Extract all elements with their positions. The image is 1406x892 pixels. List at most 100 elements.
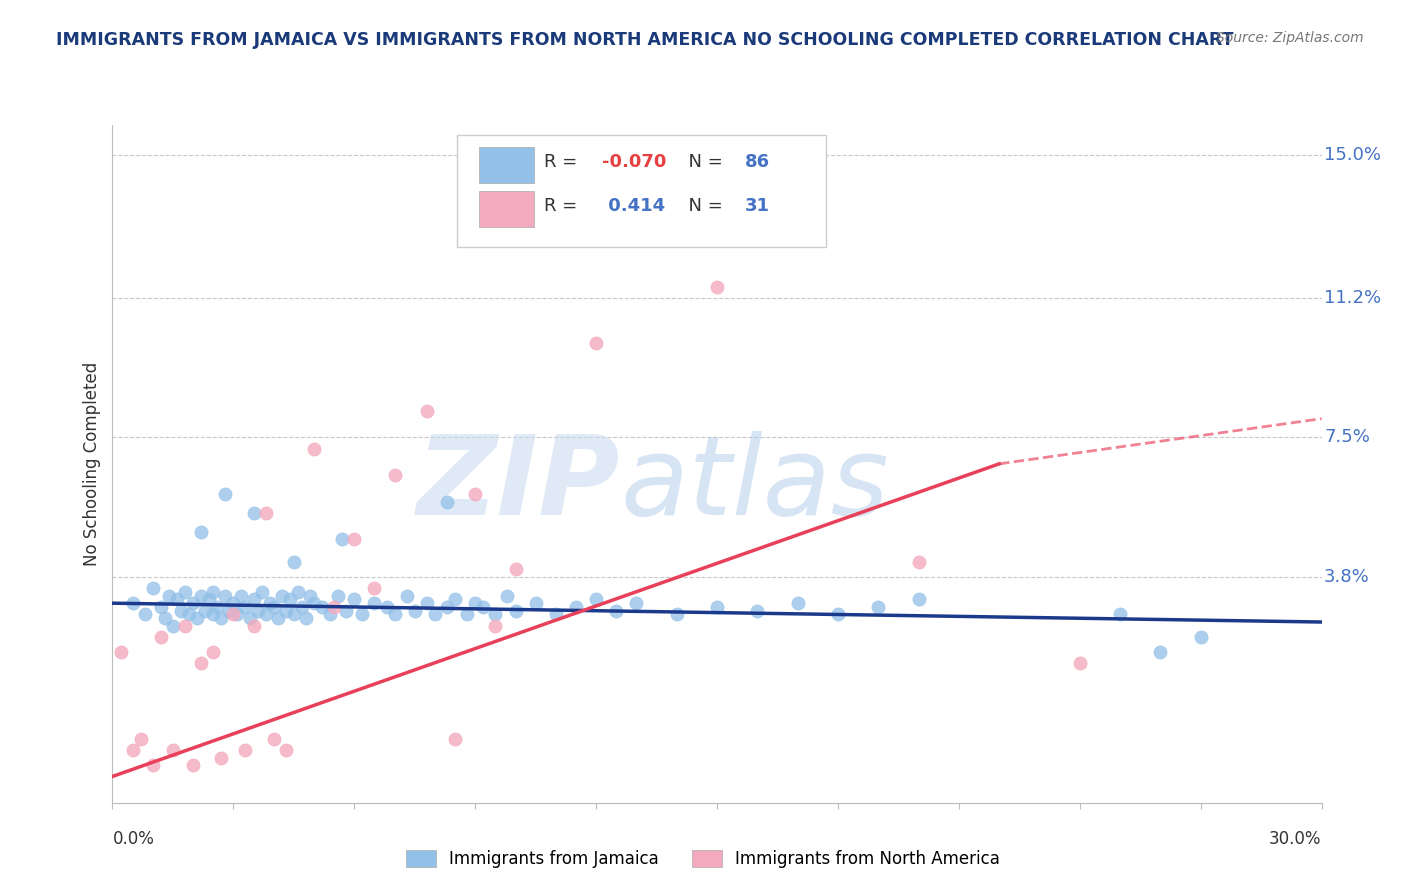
Point bbox=[605, 604, 627, 618]
Point bbox=[209, 611, 232, 625]
Point bbox=[121, 743, 143, 757]
Point bbox=[259, 596, 281, 610]
Point bbox=[484, 607, 506, 622]
Text: -0.070: -0.070 bbox=[602, 153, 666, 171]
Point bbox=[295, 611, 318, 625]
Point bbox=[166, 592, 188, 607]
Point bbox=[222, 596, 245, 610]
Point bbox=[1069, 657, 1091, 671]
Text: 11.2%: 11.2% bbox=[1324, 289, 1381, 307]
Point bbox=[162, 743, 184, 757]
Point bbox=[149, 599, 172, 614]
Point bbox=[484, 619, 506, 633]
Point bbox=[242, 592, 264, 607]
Text: N =: N = bbox=[678, 197, 728, 215]
Point bbox=[202, 607, 225, 622]
Point bbox=[214, 487, 236, 501]
Point bbox=[174, 619, 197, 633]
Point bbox=[121, 596, 143, 610]
Point bbox=[343, 532, 366, 546]
Text: Source: ZipAtlas.com: Source: ZipAtlas.com bbox=[1216, 31, 1364, 45]
Point bbox=[404, 604, 426, 618]
Point bbox=[423, 607, 446, 622]
Point bbox=[242, 506, 264, 520]
Point bbox=[218, 604, 240, 618]
Point bbox=[214, 589, 236, 603]
Point bbox=[585, 336, 607, 351]
Point bbox=[328, 589, 350, 603]
Point bbox=[153, 611, 176, 625]
Point bbox=[274, 743, 297, 757]
Point bbox=[384, 607, 406, 622]
Point bbox=[444, 592, 467, 607]
Point bbox=[323, 599, 346, 614]
Text: 0.0%: 0.0% bbox=[112, 830, 155, 848]
Text: IMMIGRANTS FROM JAMAICA VS IMMIGRANTS FROM NORTH AMERICA NO SCHOOLING COMPLETED : IMMIGRANTS FROM JAMAICA VS IMMIGRANTS FR… bbox=[56, 31, 1233, 49]
Point bbox=[436, 494, 458, 508]
Point bbox=[181, 758, 204, 772]
Text: 86: 86 bbox=[745, 153, 770, 171]
Point bbox=[254, 506, 277, 520]
FancyBboxPatch shape bbox=[457, 135, 825, 247]
Point bbox=[235, 599, 257, 614]
Point bbox=[363, 581, 385, 595]
Point bbox=[626, 596, 648, 610]
Point bbox=[868, 599, 890, 614]
Text: N =: N = bbox=[678, 153, 728, 171]
Point bbox=[665, 607, 688, 622]
Point bbox=[274, 604, 297, 618]
Point bbox=[786, 596, 808, 610]
Point bbox=[352, 607, 374, 622]
Point bbox=[270, 589, 292, 603]
Text: 7.5%: 7.5% bbox=[1324, 428, 1369, 447]
Point bbox=[202, 645, 225, 659]
Point bbox=[283, 555, 305, 569]
Point bbox=[149, 630, 172, 644]
Text: 15.0%: 15.0% bbox=[1324, 146, 1381, 164]
Point bbox=[375, 599, 398, 614]
Point bbox=[283, 607, 305, 622]
Point bbox=[242, 619, 264, 633]
Point bbox=[456, 607, 478, 622]
Point bbox=[335, 604, 357, 618]
Point bbox=[250, 585, 273, 599]
Point bbox=[416, 596, 439, 610]
Legend: Immigrants from Jamaica, Immigrants from North America: Immigrants from Jamaica, Immigrants from… bbox=[399, 843, 1007, 875]
Y-axis label: No Schooling Completed: No Schooling Completed bbox=[83, 362, 101, 566]
Point bbox=[565, 599, 588, 614]
Point bbox=[194, 604, 217, 618]
Text: 3.8%: 3.8% bbox=[1324, 568, 1369, 586]
FancyBboxPatch shape bbox=[479, 147, 534, 183]
Point bbox=[246, 604, 269, 618]
Point bbox=[706, 599, 728, 614]
Text: 0.414: 0.414 bbox=[602, 197, 665, 215]
Text: atlas: atlas bbox=[620, 431, 889, 538]
Text: ZIP: ZIP bbox=[416, 431, 620, 538]
Point bbox=[544, 607, 567, 622]
Point bbox=[444, 731, 467, 746]
Point bbox=[190, 589, 212, 603]
Point bbox=[263, 731, 285, 746]
Point bbox=[343, 592, 366, 607]
Point bbox=[134, 607, 156, 622]
Point bbox=[363, 596, 385, 610]
Point bbox=[464, 596, 486, 610]
Point bbox=[302, 596, 325, 610]
Point bbox=[162, 619, 184, 633]
FancyBboxPatch shape bbox=[479, 191, 534, 227]
Text: R =: R = bbox=[544, 197, 589, 215]
Point bbox=[287, 585, 309, 599]
Point bbox=[319, 607, 342, 622]
Point bbox=[254, 607, 277, 622]
Point bbox=[207, 599, 229, 614]
Point bbox=[1189, 630, 1212, 644]
Point bbox=[142, 581, 165, 595]
Point bbox=[436, 599, 458, 614]
Point bbox=[907, 555, 929, 569]
Point bbox=[416, 404, 439, 418]
Point bbox=[585, 592, 607, 607]
Point bbox=[174, 585, 197, 599]
Point bbox=[177, 607, 200, 622]
Point bbox=[472, 599, 495, 614]
Point bbox=[747, 604, 769, 618]
